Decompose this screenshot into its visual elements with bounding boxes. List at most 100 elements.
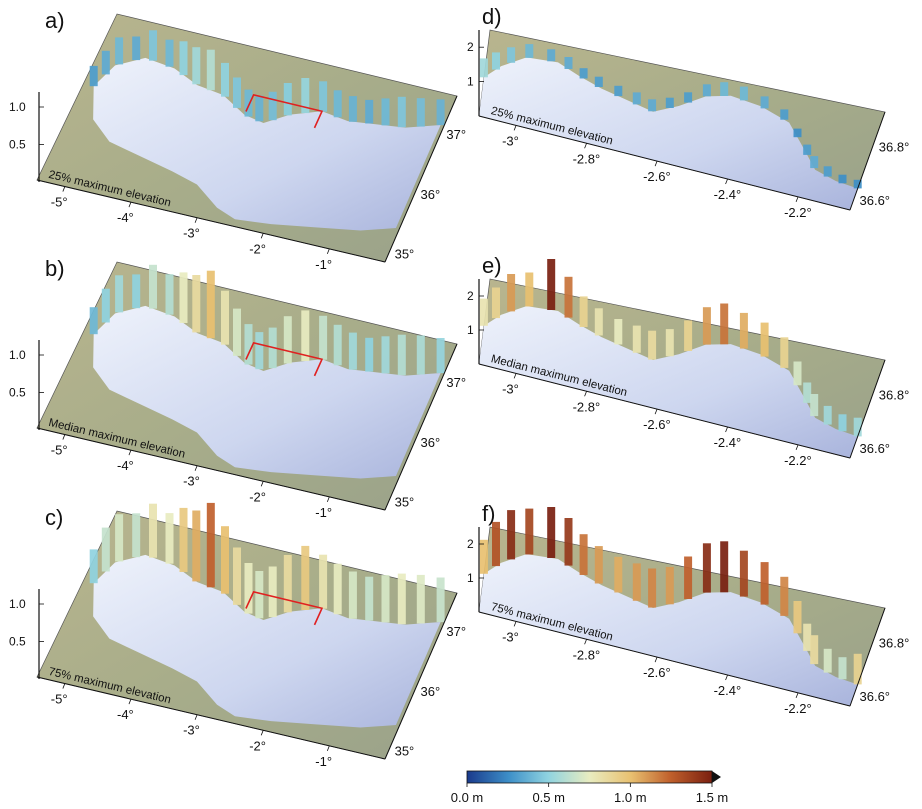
elevation-bar: [507, 47, 516, 63]
elevation-bar: [507, 510, 516, 560]
elevation-bar: [206, 270, 215, 339]
y-tick-label: 36.8°: [879, 139, 910, 154]
y-tick-label: 36.8°: [879, 635, 910, 650]
elevation-bar: [436, 338, 445, 374]
z-tick-label: 2: [467, 537, 474, 551]
elevation-bar: [381, 336, 390, 374]
elevation-bar: [115, 275, 124, 313]
elevation-bar: [492, 287, 500, 319]
y-axis-line: [849, 111, 886, 211]
x-tick-label: -2°: [249, 489, 266, 504]
elevation-bar: [684, 556, 693, 599]
panel-e: -3°-2.8°-2.6°-2.4°-2.2°36.6°36.8°12e)Med…: [467, 253, 909, 468]
elevation-bar: [853, 179, 862, 189]
elevation-bar: [397, 96, 406, 128]
elevation-bar: [319, 554, 328, 609]
x-tick-label: -2.2°: [784, 453, 812, 468]
z-tick-label: 2: [467, 40, 474, 54]
elevation-bar: [780, 337, 789, 368]
y-axis-line: [849, 607, 886, 707]
colorbar-ramp: [466, 770, 713, 784]
elevation-bar: [793, 601, 802, 634]
x-axis-line: [478, 611, 851, 707]
elevation-bar: [823, 648, 832, 673]
elevation-bar: [436, 99, 445, 126]
x-tick: [654, 656, 658, 663]
y-tick-label: 36°: [421, 684, 441, 699]
panel-d: -3°-2.8°-2.6°-2.4°-2.2°36.6°36.8°12d)25%…: [467, 4, 909, 220]
elevation-bar: [594, 546, 603, 584]
z-tick-label: 2: [467, 289, 474, 303]
panel-label: d): [482, 4, 502, 29]
z-tick-label: 0.5: [9, 138, 26, 152]
elevation-bar: [397, 573, 406, 625]
x-tick: [584, 639, 587, 645]
z-tick-label: 0.5: [9, 635, 26, 649]
colorbar-label: 1.0 m: [614, 790, 647, 805]
elevation-bar: [416, 98, 425, 127]
elevation-bar: [823, 166, 832, 177]
elevation-bar: [233, 308, 241, 356]
elevation-bar: [301, 545, 310, 610]
elevation-bar: [89, 549, 98, 584]
sea-surface: [479, 554, 858, 706]
y-tick-label: 36°: [421, 187, 441, 202]
elevation-bar: [115, 37, 124, 65]
elevation-bar: [507, 274, 516, 312]
x-tick: [654, 408, 658, 415]
elevation-bar: [221, 62, 229, 97]
elevation-bar: [89, 307, 98, 335]
elevation-bar: [594, 76, 603, 87]
x-tick-label: -2.6°: [643, 169, 671, 184]
x-tick: [584, 391, 587, 397]
panel-label: b): [45, 256, 65, 281]
elevation-bar: [803, 623, 812, 651]
x-tick-label: -2.4°: [714, 683, 742, 698]
elevation-bar: [547, 259, 556, 310]
elevation-bar: [579, 534, 588, 575]
elevation-bar: [319, 81, 328, 112]
elevation-bar: [479, 298, 488, 326]
elevation-bar: [632, 92, 641, 105]
sea-surface: [479, 306, 858, 458]
elevation-bar: [780, 109, 789, 120]
elevation-bar: [268, 91, 277, 121]
y-axis-line: [384, 592, 458, 760]
elevation-bar: [739, 86, 748, 101]
x-tick-label: -1°: [315, 754, 332, 769]
elevation-bar: [244, 324, 253, 365]
elevation-bar: [702, 307, 711, 345]
elevation-bar: [760, 562, 769, 605]
elevation-bar: [233, 547, 241, 605]
x-tick-label: -5°: [51, 692, 68, 707]
elevation-bar: [283, 316, 292, 364]
elevation-bar: [793, 361, 802, 386]
elevation-bar: [348, 332, 357, 370]
elevation-bar: [525, 44, 534, 58]
elevation-bar: [179, 41, 188, 76]
y-tick-label: 35°: [395, 495, 415, 510]
z-tick-label: 1.0: [9, 597, 26, 611]
x-tick-label: -3°: [183, 723, 200, 738]
x-tick: [260, 730, 264, 736]
y-tick-label: 35°: [395, 744, 415, 759]
x-tick-label: -3°: [502, 133, 519, 148]
x-tick: [725, 178, 728, 185]
x-tick: [513, 621, 517, 627]
x-tick-label: -3°: [502, 629, 519, 644]
sea-surface: [479, 57, 858, 210]
x-axis-line: [36, 676, 386, 760]
z-tick-label: 1: [467, 75, 474, 89]
elevation-bar: [221, 290, 229, 345]
elevation-bar: [853, 417, 862, 437]
elevation-bar: [793, 128, 802, 138]
x-axis-line: [36, 427, 386, 511]
elevation-bar: [739, 550, 748, 597]
elevation-bar: [233, 77, 241, 108]
elevation-bar: [648, 568, 657, 608]
elevation-bar: [702, 84, 711, 97]
elevation-bar: [720, 541, 729, 593]
elevation-bar: [564, 518, 573, 566]
x-tick: [62, 186, 66, 192]
x-tick-label: -1°: [315, 505, 332, 520]
